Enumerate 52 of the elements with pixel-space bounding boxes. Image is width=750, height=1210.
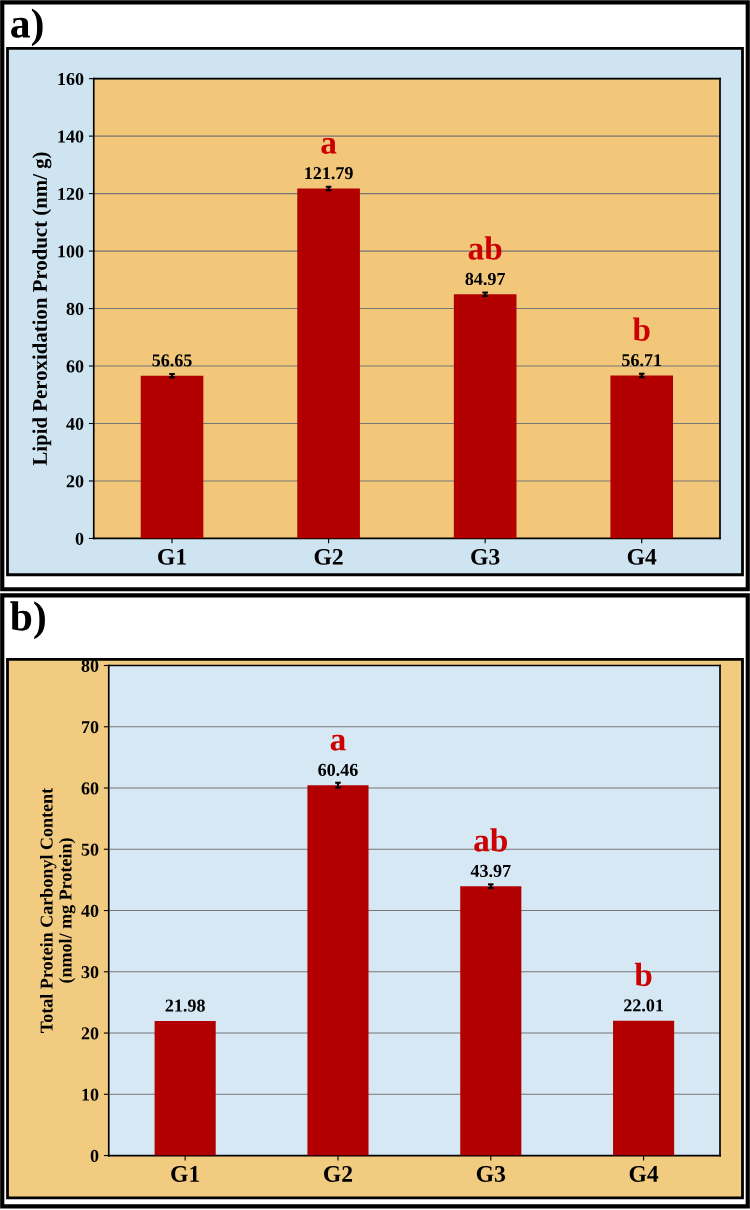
y-tick-label: 60 [81, 782, 99, 795]
y-tick-label: 120 [58, 187, 84, 201]
y-tick-label: 60 [66, 360, 84, 373]
bar [453, 294, 517, 539]
chart-title: a) [11, 8, 43, 47]
annotation: ab [468, 236, 502, 260]
x-tick-label: G1 [158, 548, 186, 565]
y-tick-label: 40 [66, 417, 84, 430]
y-tick-label: 0 [90, 1149, 99, 1162]
bar [297, 188, 360, 539]
annotation: b [634, 962, 652, 987]
y-tick-label: 100 [58, 245, 84, 258]
x-tick-label: G2 [314, 548, 343, 565]
bar [460, 886, 522, 1156]
y-tick-label: 80 [66, 302, 84, 315]
y-tick-label: 160 [58, 72, 84, 86]
y-tick-label: 50 [81, 843, 99, 856]
x-tick-label: G4 [627, 548, 657, 565]
chart-title: b) [10, 601, 45, 640]
annotation: b [632, 317, 650, 341]
y-tick-label: 10 [82, 1088, 99, 1101]
bar [154, 1020, 216, 1156]
annotation: a [321, 137, 337, 154]
data-label: 121.79 [305, 167, 353, 180]
y-tick-label: 40 [81, 904, 99, 917]
y-axis-title: Lipid Peroxidation Product (nm/ g) [32, 152, 52, 466]
x-tick-label: G4 [629, 1166, 659, 1182]
x-tick-label: G1 [171, 1166, 200, 1182]
annotation: a [330, 734, 346, 751]
bar [613, 1020, 675, 1156]
bar [307, 785, 369, 1156]
y-axis-title: Total Protein Carbonyl Content (nmol/ mg Protein) [39, 787, 76, 1033]
data-label: 21.98 [165, 999, 205, 1012]
y-tick-label: 0 [75, 532, 84, 545]
annotation: ab [474, 828, 508, 852]
y-tick-label: 20 [81, 1027, 99, 1040]
data-label: 84.97 [465, 272, 506, 286]
x-tick-label: G2 [324, 1166, 353, 1182]
x-tick-label: G3 [476, 1166, 506, 1182]
bar [140, 375, 204, 539]
data-label: 56.71 [622, 354, 662, 367]
y-tick-label: 140 [58, 130, 84, 143]
y-tick-label: 30 [81, 966, 99, 979]
y-tick-label: 80 [81, 659, 99, 672]
y-tick-label: 20 [66, 475, 84, 488]
data-label: 22.01 [624, 999, 663, 1012]
y-tick-label: 70 [82, 721, 99, 734]
data-label: 43.97 [470, 864, 511, 878]
bar [610, 375, 674, 539]
data-label: 60.46 [318, 763, 358, 777]
data-label: 56.65 [152, 354, 192, 367]
x-tick-label: G3 [471, 548, 500, 565]
